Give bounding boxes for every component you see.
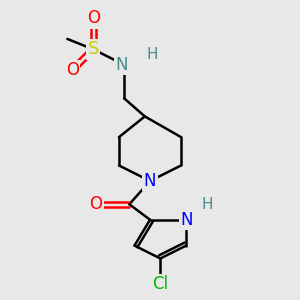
Text: O: O <box>87 9 100 27</box>
Text: H: H <box>147 47 158 62</box>
Text: O: O <box>66 61 79 79</box>
Text: N: N <box>180 211 192 229</box>
Text: O: O <box>89 195 102 213</box>
Text: N: N <box>115 56 128 74</box>
Text: S: S <box>88 40 99 58</box>
Text: H: H <box>201 197 213 212</box>
Text: N: N <box>144 172 156 190</box>
Text: Cl: Cl <box>152 275 168 293</box>
